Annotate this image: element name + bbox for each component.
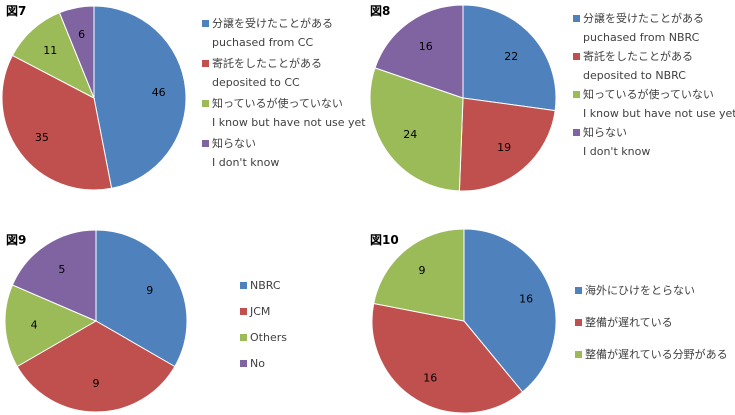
chart-title-fig9: 図9 — [6, 233, 27, 247]
pie-slice — [58, 5, 95, 99]
legend-swatch — [573, 53, 580, 60]
legend-label: 海外にひけをとらない — [585, 284, 695, 297]
pie-slice — [369, 67, 464, 192]
legend-swatch — [573, 129, 580, 136]
pie-slice — [463, 228, 557, 393]
legend-item: 分譲を受けたことがある puchased from CC — [202, 16, 366, 50]
data-label: 4 — [31, 319, 38, 332]
legend-label: 分譲を受けたことがある — [212, 17, 333, 30]
legend-label: 寄託をしたことがある — [583, 50, 693, 63]
legend-swatch — [240, 282, 247, 289]
pie-slice — [462, 4, 557, 112]
data-label: 5 — [58, 263, 65, 276]
legend-swatch — [575, 319, 582, 326]
legend-item: 知っているが使っていない I know but have not use yet — [573, 87, 735, 121]
legend-fig10: 海外にひけをとらない 整備が遅れている 整備が遅れている分野がある — [575, 283, 728, 362]
legend-item: No — [240, 356, 287, 371]
legend-swatch — [573, 91, 580, 98]
legend-sublabel: puchased from NBRC — [583, 31, 700, 44]
legend-sublabel: I don't know — [212, 156, 280, 169]
chart-title-fig10: 図10 — [370, 233, 399, 247]
legend-item: 整備が遅れている — [575, 315, 728, 330]
legend-item: 知らない I don't know — [202, 136, 366, 170]
data-label: 9 — [93, 377, 100, 390]
data-label: 16 — [423, 372, 437, 385]
legend-label: Others — [250, 331, 287, 344]
legend-sublabel: deposited to NBRC — [583, 69, 686, 82]
pie-slice — [371, 302, 524, 414]
data-label: 11 — [43, 44, 57, 57]
pie-slice — [1, 54, 113, 191]
legend-fig7: 分譲を受けたことがある puchased from CC 寄託をしたことがある … — [202, 16, 366, 170]
pie-slice — [458, 97, 556, 192]
legend-label: 知らない — [212, 137, 256, 150]
data-label: 24 — [403, 128, 417, 141]
pie-slice — [95, 229, 188, 368]
legend-label: No — [250, 357, 265, 370]
legend-sublabel: puchased from CC — [212, 36, 314, 49]
legend-item: 知らない I don't know — [573, 125, 735, 159]
data-label: 16 — [519, 293, 533, 306]
legend-item: 海外にひけをとらない — [575, 283, 728, 298]
legend-item: NBRC — [240, 278, 287, 293]
data-label: 9 — [146, 284, 153, 297]
legend-label: NBRC — [250, 279, 281, 292]
data-label: 22 — [504, 50, 518, 63]
legend-swatch — [202, 100, 209, 107]
legend-sublabel: deposited to CC — [212, 76, 300, 89]
legend-swatch — [202, 60, 209, 67]
data-label: 6 — [78, 28, 85, 41]
pie-slice — [374, 4, 464, 99]
legend-swatch — [575, 351, 582, 358]
legend-label: 寄託をしたことがある — [212, 57, 322, 70]
legend-swatch — [240, 308, 247, 315]
legend-label: 知っているが使っていない — [583, 88, 714, 101]
data-label: 35 — [35, 131, 49, 144]
legend-sublabel: I don't know — [583, 145, 651, 158]
legend-swatch — [202, 140, 209, 147]
data-label: 9 — [419, 264, 426, 277]
legend-item: 整備が遅れている分野がある — [575, 347, 728, 362]
legend-item: 分譲を受けたことがある puchased from NBRC — [573, 11, 735, 45]
legend-item: 寄託をしたことがある deposited to CC — [202, 56, 366, 90]
pie-slice — [373, 228, 465, 322]
data-label: 19 — [497, 141, 511, 154]
legend-swatch — [240, 360, 247, 367]
legend-label: JCM — [250, 305, 271, 318]
legend-sublabel: I know but have not use yet — [583, 107, 735, 120]
legend-item: 知っているが使っていない I know but have not use yet — [202, 96, 366, 130]
legend-label: 整備が遅れている分野がある — [585, 348, 728, 361]
legend-item: Others — [240, 330, 287, 345]
pie-slice — [4, 284, 98, 368]
chart-title-fig8: 図8 — [370, 4, 391, 18]
legend-fig9: NBRC JCM Others No — [240, 278, 287, 371]
pie-slice — [11, 12, 95, 100]
legend-swatch — [575, 287, 582, 294]
legend-fig8: 分譲を受けたことがある puchased from NBRC 寄託をしたことがあ… — [573, 11, 735, 159]
legend-sublabel: I know but have not use yet — [212, 116, 366, 129]
pie-slice — [11, 229, 97, 322]
data-label: 16 — [419, 40, 433, 53]
legend-label: 分譲を受けたことがある — [583, 12, 704, 25]
legend-item: 寄託をしたことがある deposited to NBRC — [573, 49, 735, 83]
data-label: 46 — [152, 86, 166, 99]
pie-slice — [93, 5, 187, 189]
legend-swatch — [240, 334, 247, 341]
legend-item: JCM — [240, 304, 287, 319]
legend-label: 知っているが使っていない — [212, 97, 343, 110]
legend-swatch — [202, 20, 209, 27]
legend-label: 知らない — [583, 126, 627, 139]
legend-swatch — [573, 15, 580, 22]
chart-title-fig7: 図7 — [6, 4, 27, 18]
legend-label: 整備が遅れている — [585, 316, 673, 329]
